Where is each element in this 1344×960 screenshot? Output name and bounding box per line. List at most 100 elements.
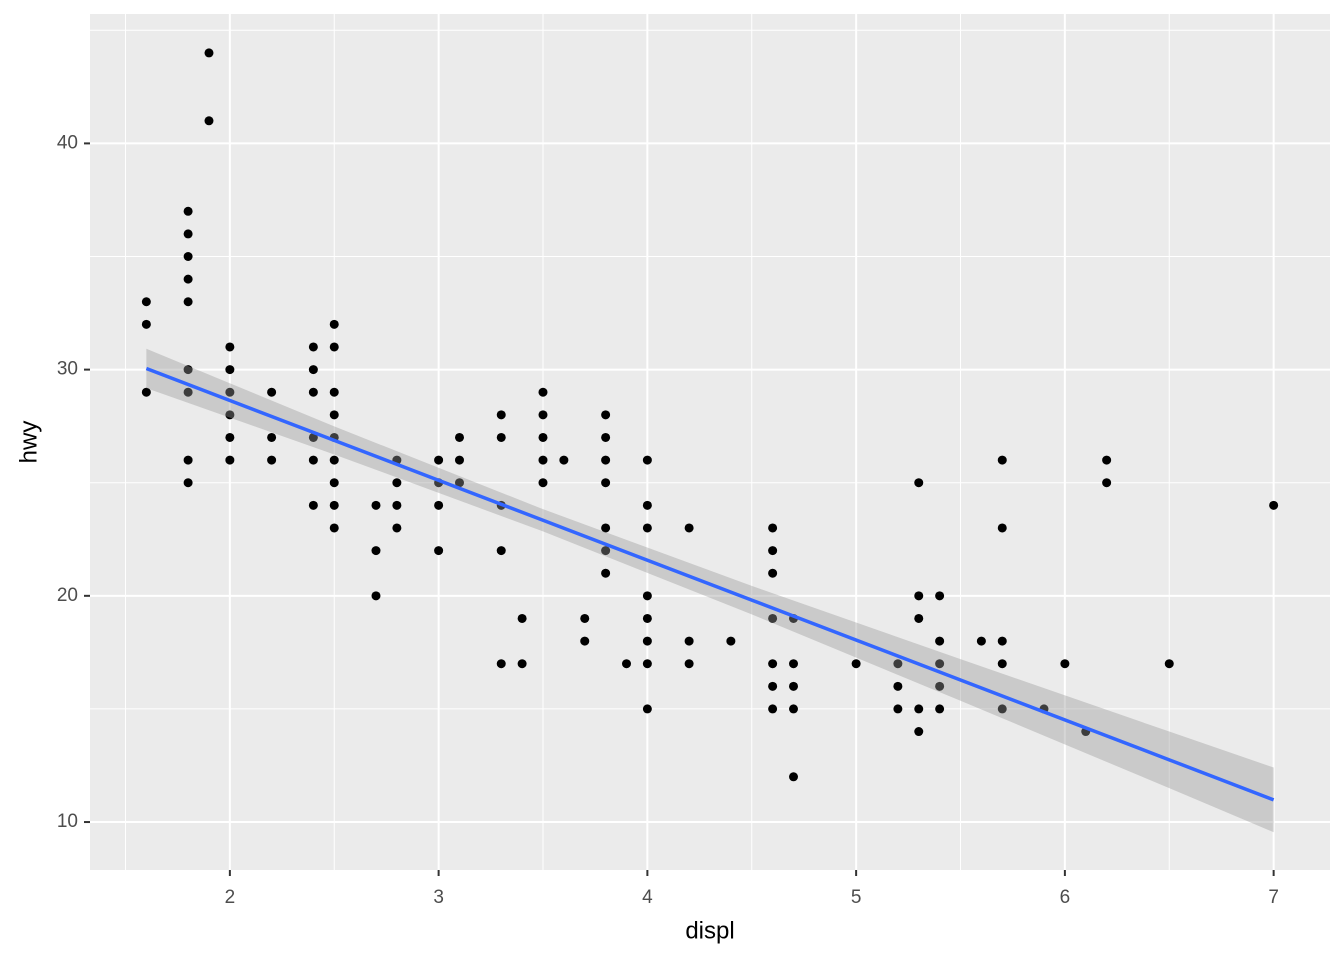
point (183, 297, 193, 307)
point (308, 500, 318, 510)
point (225, 365, 235, 375)
point (601, 455, 611, 465)
point (642, 659, 652, 669)
point (642, 500, 652, 510)
point (267, 432, 277, 442)
point (893, 704, 903, 714)
point (768, 659, 778, 669)
point (225, 455, 235, 465)
point (371, 546, 381, 556)
point (768, 568, 778, 578)
point (580, 636, 590, 646)
point (538, 410, 548, 420)
point (308, 455, 318, 465)
y-tick-label: 20 (57, 585, 78, 606)
x-tick-label: 6 (1060, 887, 1071, 908)
point (642, 455, 652, 465)
point (768, 681, 778, 691)
point (183, 365, 193, 375)
point (601, 432, 611, 442)
point (1102, 455, 1112, 465)
point (538, 432, 548, 442)
point (392, 478, 402, 488)
point (496, 432, 506, 442)
panel (90, 14, 1330, 870)
point (997, 455, 1007, 465)
point (976, 636, 986, 646)
point (183, 206, 193, 216)
point (601, 568, 611, 578)
point (893, 659, 903, 669)
point (914, 727, 924, 737)
point (851, 659, 861, 669)
x-tick-label: 5 (851, 887, 862, 908)
point (308, 432, 318, 442)
point (267, 387, 277, 397)
point (768, 704, 778, 714)
point (935, 659, 945, 669)
x-tick-label: 7 (1268, 887, 1279, 908)
point (141, 319, 151, 329)
point (496, 659, 506, 669)
point (183, 478, 193, 488)
x-axis-title: displ (685, 917, 734, 944)
point (183, 252, 193, 262)
point (517, 659, 527, 669)
point (580, 613, 590, 623)
point (454, 432, 464, 442)
point (329, 455, 339, 465)
point (329, 500, 339, 510)
point (914, 591, 924, 601)
point (308, 387, 318, 397)
point (935, 636, 945, 646)
y-tick-label: 10 (57, 811, 78, 832)
y-tick-label: 40 (57, 132, 78, 153)
point (684, 636, 694, 646)
fit-line (145, 366, 1275, 802)
point (329, 410, 339, 420)
point (225, 342, 235, 352)
point (1102, 478, 1112, 488)
point (726, 636, 736, 646)
point (183, 229, 193, 239)
point (434, 500, 444, 510)
point (204, 48, 214, 58)
point (601, 523, 611, 533)
point (434, 455, 444, 465)
point (935, 591, 945, 601)
point (601, 478, 611, 488)
point (789, 704, 799, 714)
point (183, 274, 193, 284)
point (621, 659, 631, 669)
point (454, 478, 464, 488)
point (371, 500, 381, 510)
point (914, 704, 924, 714)
point (496, 546, 506, 556)
point (538, 478, 548, 488)
point (642, 613, 652, 623)
point (225, 432, 235, 442)
point (684, 523, 694, 533)
point (1269, 500, 1279, 510)
point (789, 772, 799, 782)
point (329, 342, 339, 352)
point (308, 342, 318, 352)
point (434, 546, 444, 556)
y-axis-title: hwy (15, 421, 42, 464)
point (642, 523, 652, 533)
point (768, 613, 778, 623)
point (496, 410, 506, 420)
point (559, 455, 569, 465)
point (329, 319, 339, 329)
point (997, 523, 1007, 533)
point (183, 387, 193, 397)
point (642, 636, 652, 646)
point (997, 636, 1007, 646)
point (1060, 659, 1070, 669)
x-tick-label: 3 (433, 887, 444, 908)
y-tick-label: 30 (57, 359, 78, 380)
point (141, 297, 151, 307)
point (914, 478, 924, 488)
point (225, 410, 235, 420)
